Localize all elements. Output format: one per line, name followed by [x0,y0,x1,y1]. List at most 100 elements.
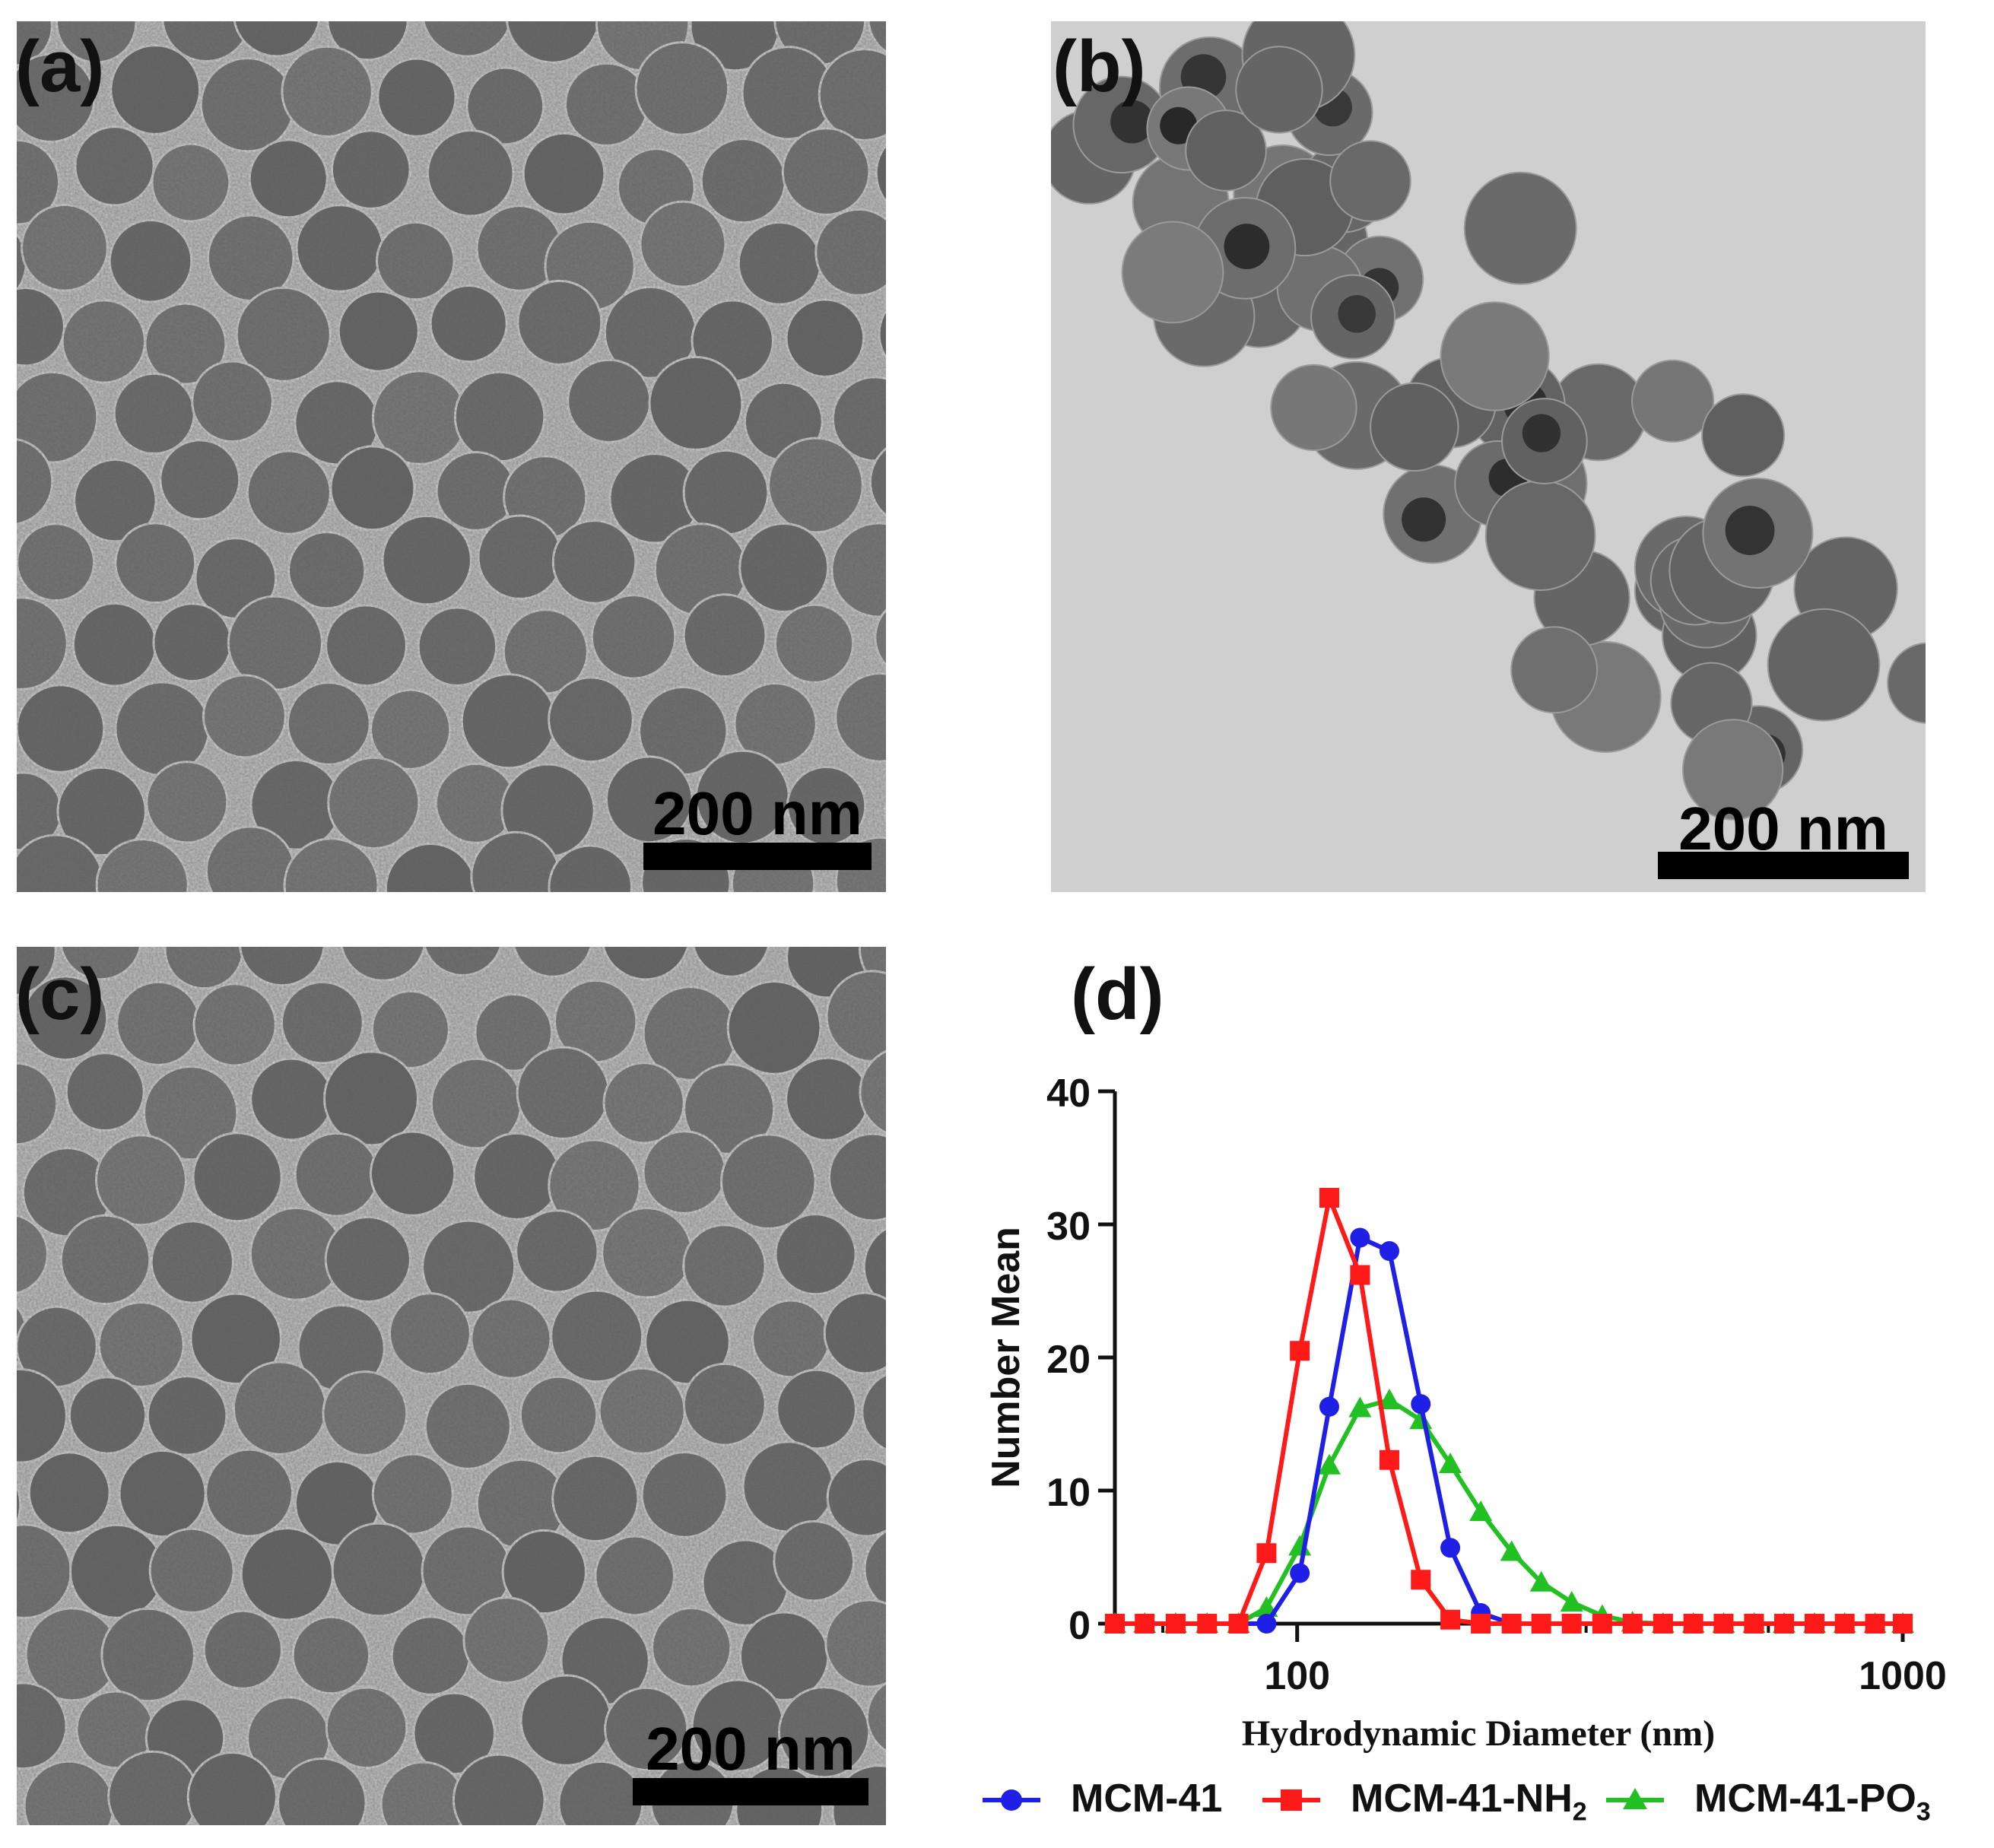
data-point-s1 [1501,1614,1522,1634]
iron-oxide-core [1338,295,1376,333]
x-tick-label: 100 [1264,1654,1330,1698]
data-point-s0 [1411,1394,1431,1415]
data-point-s1 [1440,1609,1461,1630]
y-tick-label: 10 [1046,1471,1091,1515]
legend-label-mcm41-nh2-main: MCM-41-NH [1351,1777,1573,1821]
data-point-s1 [1774,1614,1795,1634]
data-point-s2 [1348,1396,1372,1418]
data-point-s1 [1411,1570,1431,1590]
nanoparticle [1440,301,1550,411]
data-point-s1 [1653,1614,1673,1634]
data-point-s2 [1439,1453,1462,1473]
data-point-s1 [1228,1614,1249,1634]
nanoparticle [1235,46,1323,134]
panel-label-b: (b) [1053,26,1146,107]
data-point-s0 [1256,1614,1277,1634]
nanoparticle [1329,140,1411,222]
data-point-s1 [1893,1614,1913,1634]
series-line-2 [1115,1398,1903,1626]
iron-oxide-core [1160,106,1198,144]
nanoparticle [1631,359,1715,443]
nanoparticle [1767,608,1881,722]
data-point-s1 [1471,1614,1491,1634]
y-tick-label: 20 [1046,1338,1091,1382]
panel-label-a: (a) [15,26,105,107]
data-point-s1 [1105,1614,1125,1634]
legend-label-mcm41-po3: MCM-41-PO3 [1694,1776,1931,1827]
legend-label-mcm41-po3-main: MCM-41-PO [1694,1777,1916,1821]
tem-image-a [17,21,886,892]
particle-group [1051,21,1926,821]
y-tick-label: 30 [1046,1205,1091,1249]
size-distribution-chart: 0 10 20 30 40 100 1000 Hydrodynamic Diameter (n… [984,1072,1947,1754]
nanoparticle [1185,110,1267,192]
nanoparticle [1370,382,1459,472]
tem-image-c [17,947,886,1825]
legend-marker-square [1281,1789,1302,1811]
data-point-s0 [1379,1241,1399,1261]
iron-oxide-core [1402,497,1446,542]
scalebar-label-c: 200 nm [646,1715,856,1783]
data-point-s0 [1319,1396,1339,1417]
legend-label-mcm41-nh2: MCM-41-NH2 [1351,1776,1587,1827]
nanoparticle [1887,642,1926,724]
data-point-s1 [1531,1614,1551,1634]
data-point-s1 [1256,1543,1277,1564]
y-tick-label: 0 [1068,1604,1091,1648]
data-point-s2 [1377,1389,1401,1409]
iron-oxide-core [1110,100,1154,144]
data-point-s1 [1350,1265,1370,1285]
scalebar-label-b: 200 nm [1678,795,1888,862]
panel-b: (b) 200 nm [1042,0,1954,897]
data-point-s1 [1561,1614,1582,1634]
data-point-s1 [1379,1450,1399,1470]
data-point-s1 [1135,1614,1155,1634]
data-point-s1 [1804,1614,1824,1634]
legend-label-mcm41: MCM-41 [1071,1777,1223,1821]
scalebar-label-a: 200 nm [652,780,862,847]
legend-label-mcm41-nh2-sub: 2 [1572,1797,1587,1827]
iron-oxide-core [1725,506,1775,555]
scalebar-c [633,1778,868,1805]
panel-label-d: (d) [1071,954,1164,1035]
data-point-s1 [1744,1614,1764,1634]
data-point-s1 [1319,1188,1339,1208]
iron-oxide-core [1224,224,1270,269]
data-point-s1 [1683,1614,1703,1634]
legend: MCM-41 MCM-41-NH2 MCM-41-PO3 [981,1768,1992,1829]
iron-oxide-core [1522,414,1561,452]
data-point-s0 [1440,1538,1461,1558]
data-point-s1 [1165,1614,1186,1634]
nanoparticle [1701,393,1786,478]
data-point-s2 [1500,1540,1523,1561]
panel-a: (a) 200 nm [0,0,897,897]
x-tick-label: 1000 [1859,1654,1947,1698]
data-point-s2 [1529,1570,1553,1592]
panel-c: (c) 200 nm [0,935,897,1840]
data-point-s0 [1350,1227,1370,1248]
data-point-s1 [1197,1614,1218,1634]
data-point-s1 [1834,1614,1855,1634]
x-axis-label: Hydrodynamic Diameter (nm) [1242,1713,1715,1754]
nanoparticle [1484,480,1596,592]
data-point-s1 [1592,1614,1612,1634]
scalebar-a [643,843,872,870]
data-point-s1 [1713,1614,1734,1634]
data-point-s2 [1560,1591,1583,1611]
data-point-s1 [1622,1614,1643,1634]
legend-label-mcm41-po3-sub: 3 [1916,1797,1931,1827]
y-axis-label: Number Mean [984,1227,1028,1488]
scalebar-b [1658,852,1909,879]
data-point-s0 [1290,1563,1310,1583]
nanoparticle [1270,364,1357,452]
nanoparticle [1510,626,1599,714]
legend-marker-triangle [1623,1788,1647,1809]
data-point-s1 [1865,1614,1885,1634]
tem-image-b [1051,21,1926,892]
y-tick-label: 40 [1046,1072,1091,1116]
data-point-s2 [1469,1500,1493,1521]
nanoparticle [1463,171,1577,285]
data-point-s2 [1317,1453,1341,1475]
nanoparticle [1681,719,1784,821]
nanoparticle [1121,221,1224,324]
